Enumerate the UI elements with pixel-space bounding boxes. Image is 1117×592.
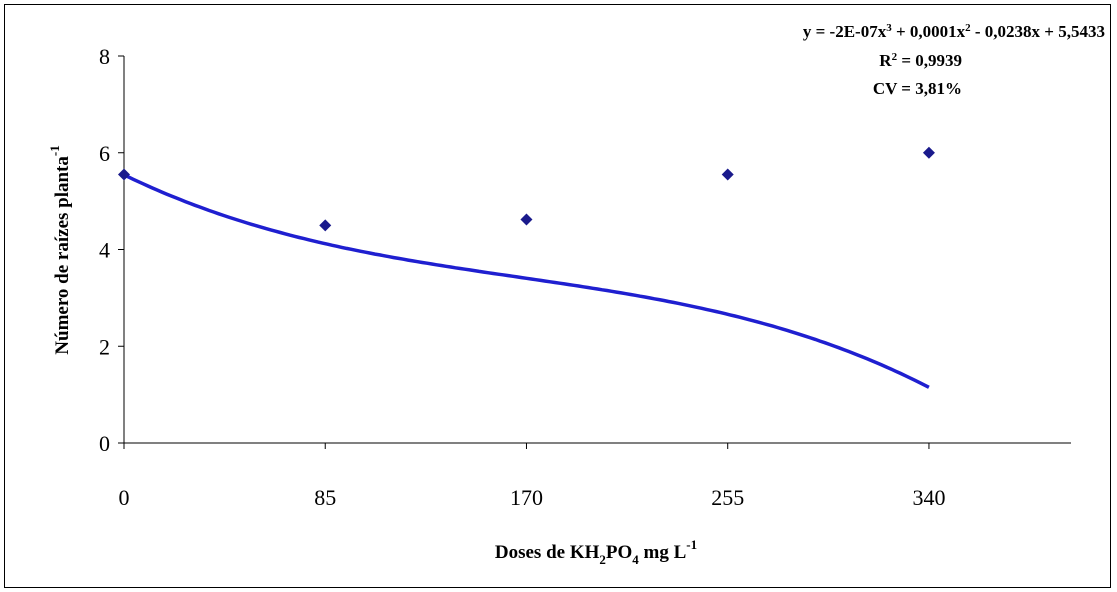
data-markers (118, 146, 935, 232)
equation-sup-2: 2 (965, 22, 971, 34)
regression-equation: y = -2E-07x3 + 0,0001x2 - 0,0238x + 5,54… (803, 22, 1105, 41)
x-axis-title-part-2: PO (606, 542, 632, 563)
y-axis-title-sup: -1 (47, 145, 62, 156)
chart-frame (4, 4, 1111, 588)
data-point-marker (118, 168, 130, 181)
y-tick-label: 6 (99, 141, 110, 166)
r2-part-1: R (879, 51, 892, 70)
y-tick-label: 0 (99, 431, 110, 456)
r2-part-2: = 0,9939 (897, 51, 962, 70)
y-tick-label: 4 (99, 238, 110, 263)
x-tick-label: 340 (912, 485, 945, 510)
coefficient-of-variation: CV = 3,81% (873, 79, 962, 98)
equation-sup-3: 3 (886, 22, 892, 34)
x-axis-title-part-1: Doses de KH (495, 542, 600, 563)
y-tick-label: 8 (99, 44, 110, 69)
x-axis-title: Doses de KH2PO4 mg L-1 (495, 537, 697, 567)
data-point-marker (319, 219, 332, 232)
y-axis-title-text: Número de raízes planta (52, 156, 73, 355)
x-axis-title-part-3: mg L (639, 542, 687, 563)
r-squared: R2 = 0,9939 (879, 51, 962, 70)
equation-part-2: + 0,0001x (892, 22, 966, 41)
x-axis-title-sup: -1 (686, 537, 697, 552)
y-axis-title: Número de raízes planta-1 (47, 145, 73, 354)
x-tick-label: 255 (711, 485, 744, 510)
equation-part-3: - 0,0238x + 5,5433 (971, 22, 1105, 41)
x-ticks: 0 85 170 255 340 (119, 443, 945, 510)
data-point-marker (922, 146, 935, 159)
data-point-marker (520, 213, 533, 226)
x-axis-title-sub-2: 4 (632, 552, 639, 567)
x-axis-title-sub-1: 2 (599, 552, 606, 567)
equation-part-1: y = -2E-07x (803, 22, 887, 41)
trend-curve (123, 173, 930, 389)
x-tick-label: 170 (510, 485, 543, 510)
x-tick-label: 0 (119, 485, 130, 510)
y-ticks: 0 2 4 6 8 (99, 44, 124, 456)
r2-sup: 2 (892, 51, 898, 63)
y-tick-label: 2 (99, 334, 110, 359)
data-point-marker (721, 168, 734, 181)
x-tick-label: 85 (314, 485, 336, 510)
